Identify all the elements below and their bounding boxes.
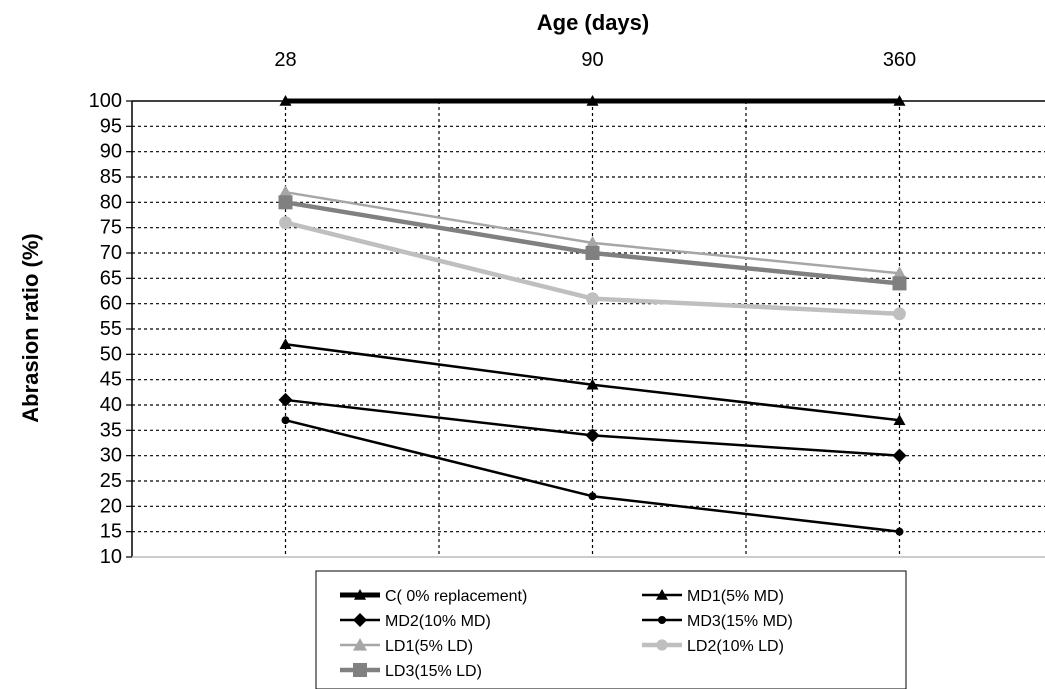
data-marker (278, 185, 293, 198)
legend-item: LD2(10% LD) (642, 638, 784, 655)
y-tick-label: 100 (89, 90, 122, 112)
x-axis-title: Age (days) (537, 10, 649, 35)
y-tick-label: 50 (100, 343, 122, 365)
data-marker (895, 527, 904, 536)
legend-item: LD1(5% LD) (340, 638, 473, 655)
data-marker (279, 95, 292, 106)
data-marker (892, 276, 907, 291)
data-marker (353, 638, 367, 651)
y-tick-label: 35 (100, 419, 122, 441)
legend-item: MD1(5% MD) (642, 588, 784, 605)
y-tick-label: 75 (100, 217, 122, 239)
legend-label: MD3(15% MD) (687, 613, 793, 630)
y-tick-label: 60 (100, 293, 122, 315)
y-tick-label: 40 (100, 394, 122, 416)
y-tick-label: 80 (100, 191, 122, 213)
data-marker (893, 95, 906, 106)
legend-label: MD2(10% MD) (385, 613, 491, 630)
legend-label: MD1(5% MD) (687, 588, 784, 605)
data-marker (278, 392, 293, 407)
data-marker (892, 448, 907, 463)
data-marker (281, 416, 290, 425)
y-axis-title: Abrasion ratio (%) (18, 233, 43, 422)
y-tick-label: 25 (100, 470, 122, 492)
data-marker (353, 663, 367, 677)
x-tick-label: 90 (581, 49, 603, 71)
y-tick-label: 45 (100, 369, 122, 391)
series-1 (279, 338, 906, 425)
series-6 (278, 195, 907, 291)
data-marker (585, 428, 600, 443)
data-marker (278, 195, 293, 210)
legend: C( 0% replacement) MD1(5% MD) MD2(10% MD) M… (315, 570, 907, 689)
legend-label: LD2(10% LD) (687, 638, 784, 655)
series-3 (281, 416, 904, 536)
data-marker (586, 95, 599, 106)
legend-label: LD1(5% LD) (385, 638, 473, 655)
data-marker (586, 292, 599, 305)
legend-label: C( 0% replacement) (385, 588, 527, 605)
y-tick-label: 15 (100, 521, 122, 543)
data-marker (893, 414, 906, 425)
data-marker (586, 378, 599, 390)
data-marker (893, 307, 906, 321)
legend-label: LD3(15% LD) (385, 663, 482, 680)
data-marker (585, 246, 600, 260)
data-marker (656, 589, 668, 600)
data-marker (279, 338, 292, 349)
series-5 (279, 216, 906, 321)
series-2 (278, 392, 907, 463)
series-0 (279, 95, 906, 106)
gridlines (132, 101, 1045, 557)
y-tick-label: 55 (100, 318, 122, 340)
y-tick-label: 65 (100, 267, 122, 289)
legend-box (315, 570, 907, 689)
y-tick-label: 20 (100, 495, 122, 517)
data-marker (656, 639, 668, 651)
legend-item: MD2(10% MD) (340, 613, 491, 630)
y-tick-label: 85 (100, 166, 122, 188)
data-marker (585, 235, 600, 249)
data-marker (279, 216, 292, 230)
x-tick-label: 28 (274, 49, 296, 71)
x-tick-label: 360 (883, 49, 916, 71)
data-marker (354, 589, 366, 600)
legend-item: LD3(15% LD) (340, 663, 482, 680)
y-tick-label: 30 (100, 445, 122, 467)
data-marker (658, 616, 666, 624)
data-marker (892, 266, 907, 279)
y-tick-label: 10 (100, 546, 122, 568)
y-tick-label: 70 (100, 242, 122, 264)
legend-item: MD3(15% MD) (642, 613, 793, 630)
series-4 (278, 185, 907, 279)
data-marker (353, 613, 367, 627)
y-tick-label: 90 (100, 141, 122, 163)
series-lines (278, 95, 907, 536)
y-tick-label: 95 (100, 115, 122, 137)
data-marker (588, 492, 597, 501)
legend-item: C( 0% replacement) (340, 588, 527, 605)
